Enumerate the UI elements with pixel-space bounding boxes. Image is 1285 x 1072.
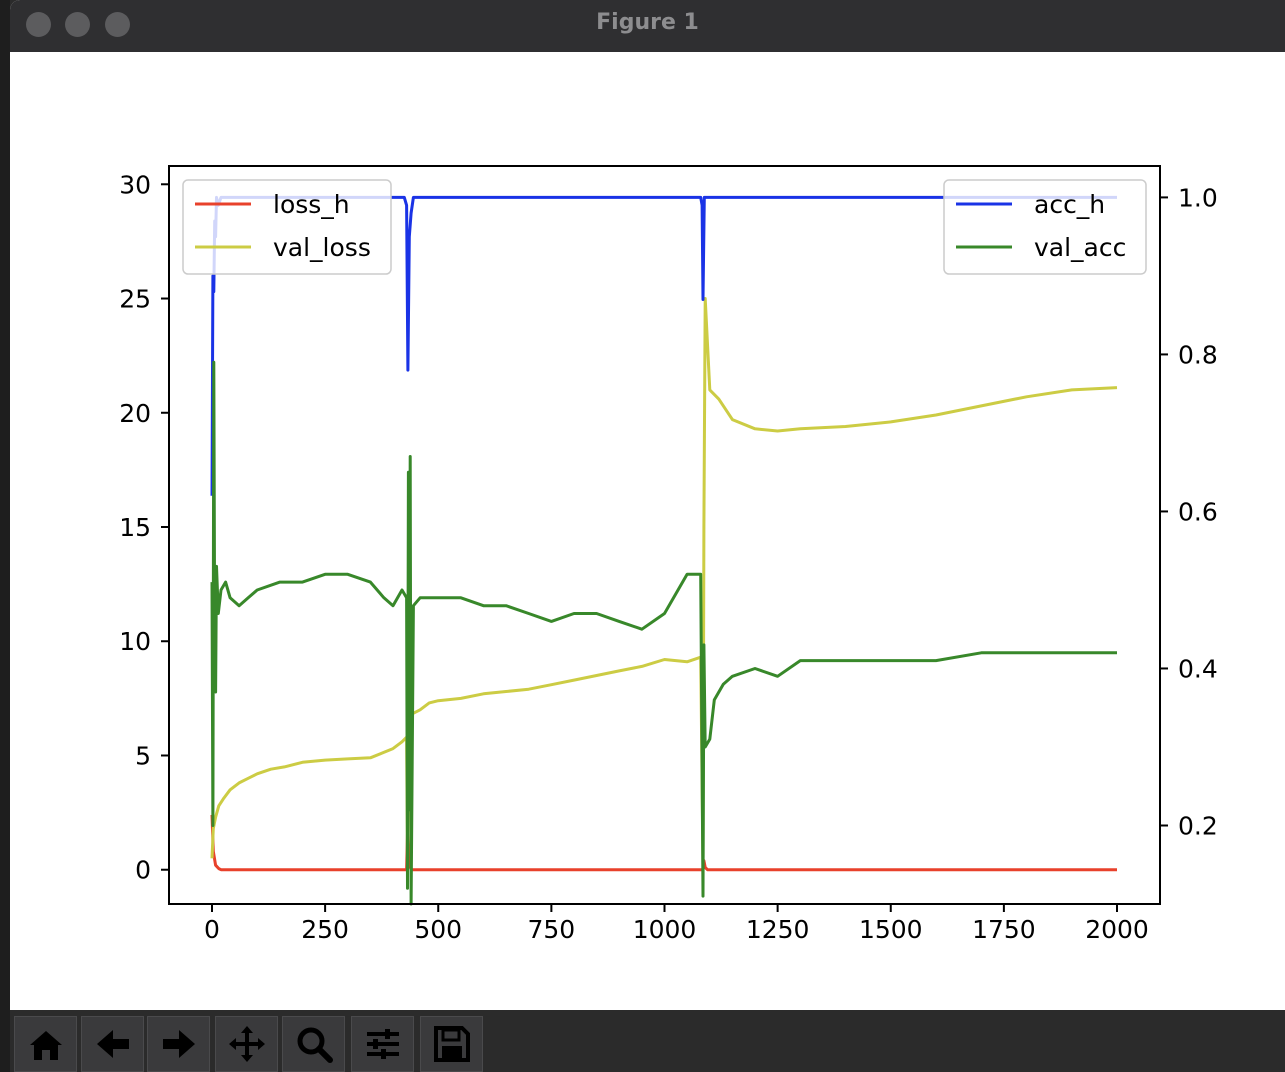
series-line-val-acc — [210, 360, 1117, 906]
home-icon — [29, 1031, 62, 1060]
forward-button[interactable] — [147, 1016, 210, 1072]
background-editor-strip — [0, 0, 10, 1072]
x-tick-label: 750 — [528, 915, 576, 944]
x-tick-label: 1500 — [859, 915, 923, 944]
x-tick-label: 0 — [204, 915, 220, 944]
move-icon — [228, 1026, 265, 1062]
y-right-tick-label: 0.8 — [1178, 340, 1218, 369]
legend-label: val_loss — [273, 233, 371, 262]
title-bar[interactable]: Figure 1 — [10, 0, 1285, 53]
y-right-tick-label: 0.6 — [1178, 497, 1218, 526]
magnifier-icon — [297, 1027, 333, 1063]
series-line-val-loss — [210, 297, 1118, 865]
y-left-tick-label: 20 — [119, 399, 151, 428]
pan-button[interactable] — [215, 1016, 278, 1072]
y-left-tick-label: 10 — [119, 627, 151, 656]
legend-right: acc_h val_acc — [943, 179, 1147, 275]
x-tick-label: 1000 — [633, 915, 697, 944]
y-right-tick-label: 0.4 — [1178, 654, 1218, 683]
navigation-toolbar — [10, 1010, 1285, 1072]
y-left-tick-label: 0 — [135, 856, 151, 885]
x-tick-label: 250 — [301, 915, 349, 944]
y-right-tick-label: 0.2 — [1178, 811, 1218, 840]
x-tick-label: 500 — [414, 915, 462, 944]
zoom-window-button[interactable] — [105, 12, 130, 37]
window-title: Figure 1 — [596, 10, 699, 35]
line-chart: 0 250 500 750 1000 1250 1500 1750 2000 0 5 10 15 20 25… — [119, 165, 1218, 944]
arrow-right-icon — [162, 1030, 195, 1058]
back-button[interactable] — [81, 1016, 144, 1072]
y-right-tick-label: 1.0 — [1178, 183, 1218, 212]
close-window-button[interactable] — [26, 12, 51, 37]
y-left-tick-label: 25 — [119, 285, 151, 314]
plot-frame — [168, 165, 1161, 905]
x-tick-label: 2000 — [1085, 915, 1149, 944]
sliders-icon — [366, 1029, 399, 1059]
zoom-button[interactable] — [282, 1016, 345, 1072]
home-button[interactable] — [14, 1016, 77, 1072]
save-button[interactable] — [420, 1016, 483, 1072]
figure-canvas[interactable]: 0 250 500 750 1000 1250 1500 1750 2000 0 5 10 15 20 25… — [10, 52, 1285, 1010]
arrow-left-icon — [96, 1030, 129, 1058]
y-left-tick-label: 5 — [135, 741, 151, 770]
configure-subplots-button[interactable] — [351, 1016, 414, 1072]
figure-window: Figure 1 0 250 500 750 1000 1250 1500 1750 2000 0… — [10, 0, 1285, 1072]
x-tick-label: 1750 — [972, 915, 1036, 944]
floppy-disk-icon — [433, 1026, 470, 1062]
minimize-window-button[interactable] — [65, 12, 90, 37]
legend-left: loss_h val_loss — [182, 179, 392, 275]
legend-label: loss_h — [273, 190, 350, 219]
x-tick-label: 1250 — [746, 915, 810, 944]
y-left-tick-label: 30 — [119, 170, 151, 199]
y-left-tick-label: 15 — [119, 513, 151, 542]
legend-label: val_acc — [1034, 233, 1126, 262]
legend-label: acc_h — [1034, 190, 1105, 219]
series-line-loss-h — [210, 814, 1117, 872]
